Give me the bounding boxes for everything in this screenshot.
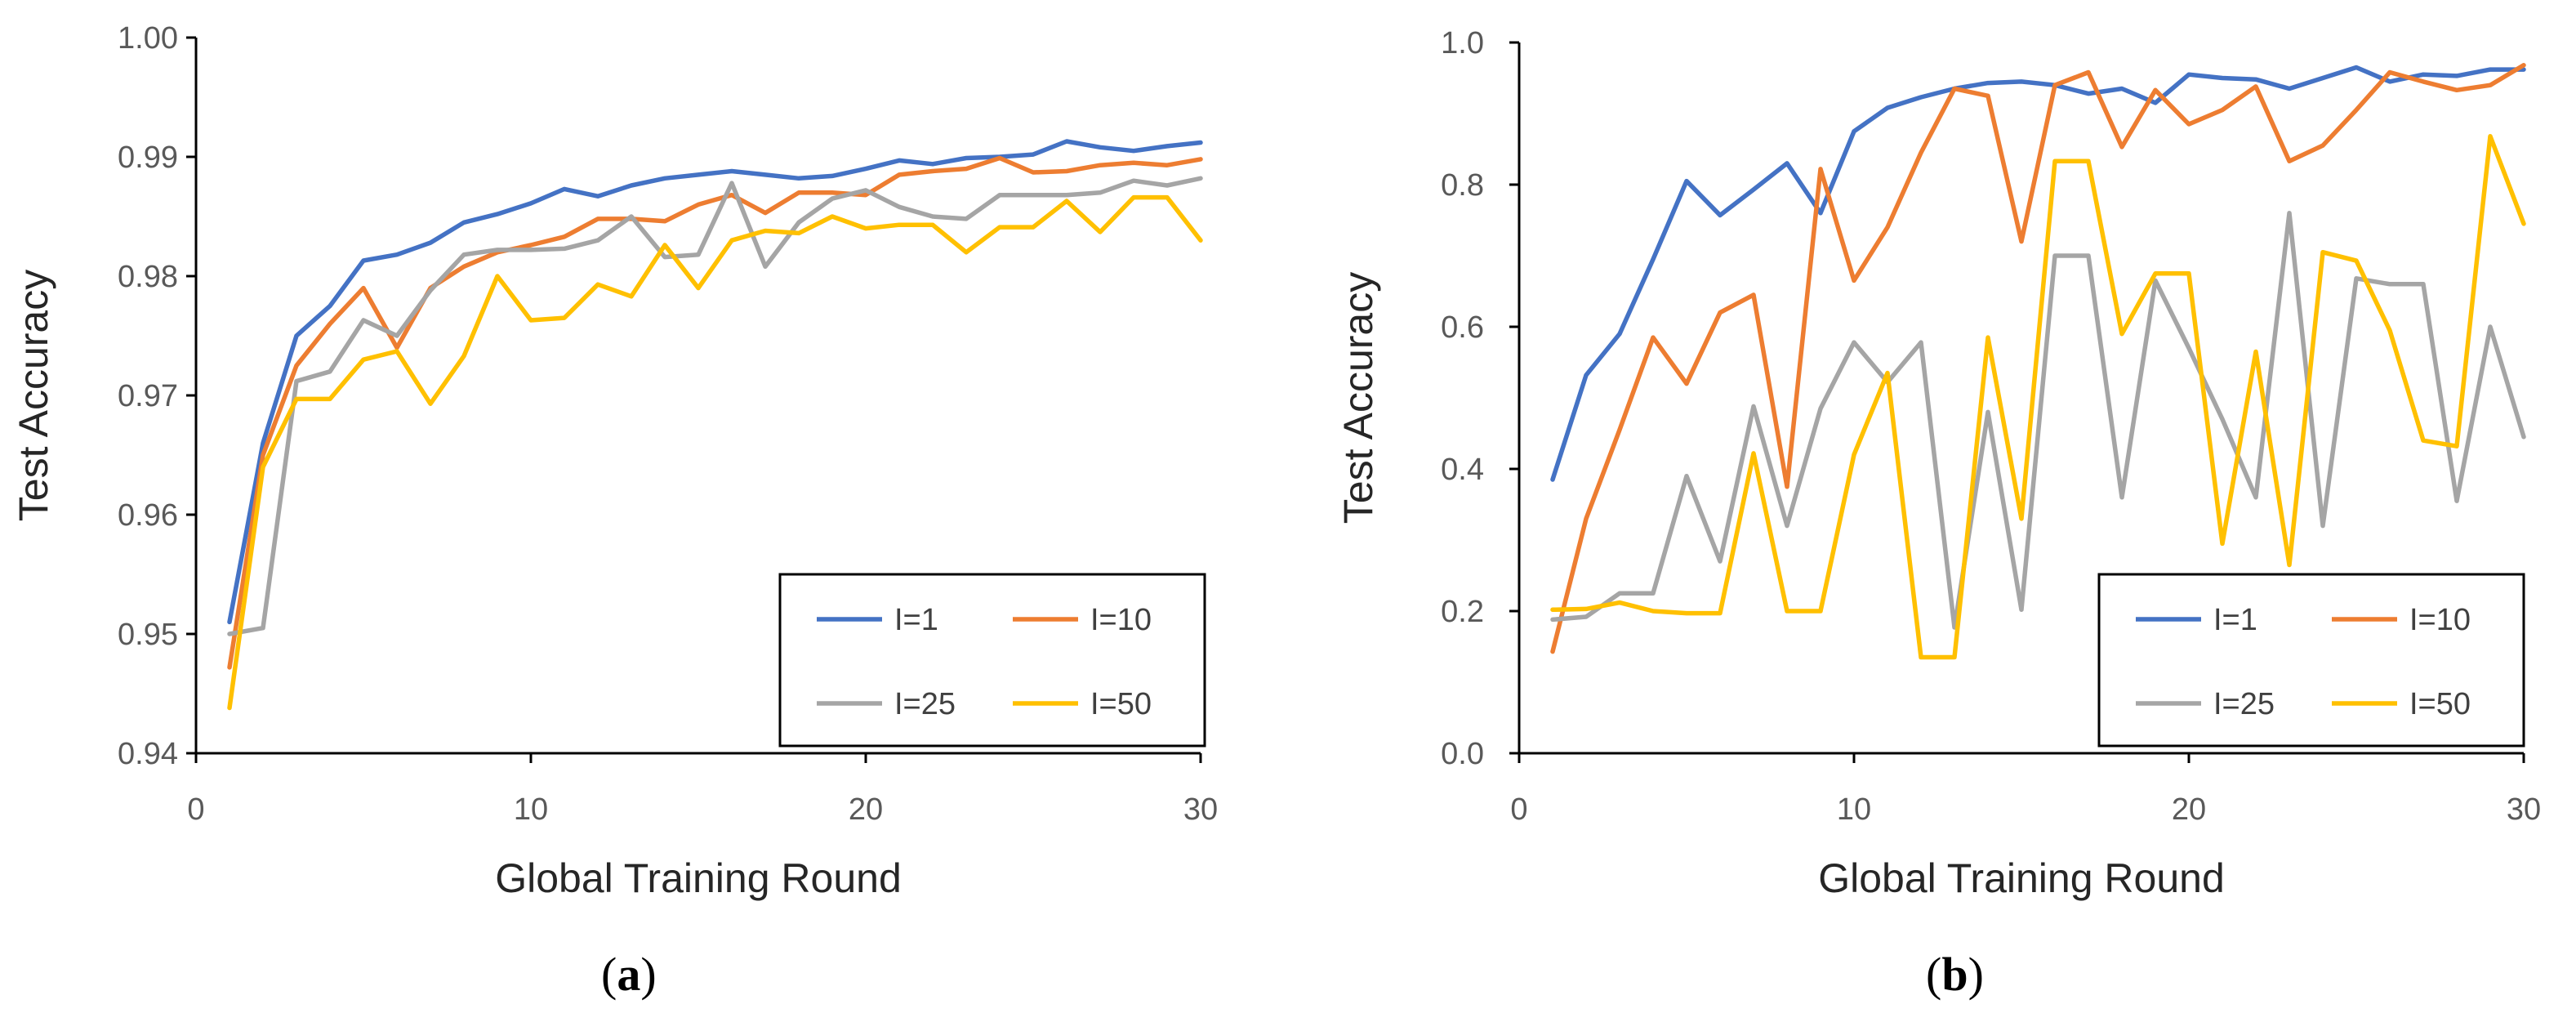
x-tick-label: 10 [514, 792, 548, 827]
y-tick-label: 0.98 [118, 260, 178, 294]
y-tick-label: 0.8 [1441, 168, 1484, 203]
x-axis-label: Global Training Round [495, 855, 902, 901]
series-line-i-10 [1550, 63, 2526, 654]
y-tick-label: 0.96 [118, 498, 178, 533]
legend-label: I=50 [1090, 687, 1152, 721]
x-tick-label: 30 [1183, 792, 1218, 827]
series-line-i-25 [1550, 211, 2526, 630]
panel-caption: (a) [601, 948, 657, 1001]
x-tick-label: 20 [2172, 792, 2206, 827]
series-line-i-1 [227, 139, 1203, 625]
y-tick-label: 0.94 [118, 737, 178, 771]
legend-label: I=10 [2409, 603, 2471, 637]
caption-close: ) [640, 948, 656, 1001]
y-tick-label: 0.6 [1441, 310, 1484, 345]
x-tick-label: 0 [187, 792, 204, 827]
y-tick-label: 0.99 [118, 141, 178, 175]
y-tick-label: 0.95 [118, 618, 178, 652]
y-axis-label: Test Accuracy [1335, 272, 1381, 524]
chart-panel-b: 0.0 0.2 0.4 0.6 0.8 1.0 0 10 20 30 Global Training… [1335, 26, 2541, 1001]
x-axis-label: Global Training Round [1818, 855, 2225, 901]
caption-letter: a [617, 948, 640, 1001]
caption-close: ) [1968, 948, 1984, 1001]
series-line-i-50 [1550, 134, 2526, 660]
legend-box [2097, 573, 2525, 748]
legend: I=1 I=10 I=25 I=50 [778, 573, 1206, 748]
panel-caption: (b) [1926, 948, 1984, 1001]
chart-panel-a: 0.94 0.95 0.96 0.97 0.98 0.99 1.00 0 10 20 30 Globa… [11, 21, 1218, 1001]
y-tick-label: 0.0 [1441, 737, 1484, 771]
y-tick-label: 0.2 [1441, 595, 1484, 629]
x-tick-label: 0 [1510, 792, 1527, 827]
y-tick-label: 1.0 [1441, 26, 1484, 60]
legend-box [778, 573, 1206, 748]
legend-label: I=25 [2213, 687, 2275, 721]
series-line-i-25 [227, 176, 1203, 636]
legend-label: I=1 [2213, 603, 2257, 637]
caption-open: ( [601, 948, 617, 1001]
legend-label: I=10 [1090, 603, 1152, 637]
legend-label: I=25 [894, 687, 956, 721]
y-tick-label: 1.00 [118, 21, 178, 56]
caption-open: ( [1926, 948, 1941, 1001]
y-tick-label: 0.4 [1441, 453, 1484, 487]
legend: I=1 I=10 I=25 I=50 [2097, 573, 2525, 748]
y-axis-label: Test Accuracy [11, 270, 56, 521]
caption-letter: b [1941, 948, 1968, 1001]
x-tick-label: 30 [2507, 792, 2541, 827]
y-tick-label: 0.97 [118, 379, 178, 413]
series-line-i-10 [227, 155, 1203, 670]
series-line-i-1 [1550, 65, 2526, 482]
series-line-i-50 [227, 194, 1203, 711]
legend-label: I=1 [894, 603, 938, 637]
x-tick-label: 20 [849, 792, 883, 827]
legend-label: I=50 [2409, 687, 2471, 721]
x-tick-label: 10 [1837, 792, 1871, 827]
